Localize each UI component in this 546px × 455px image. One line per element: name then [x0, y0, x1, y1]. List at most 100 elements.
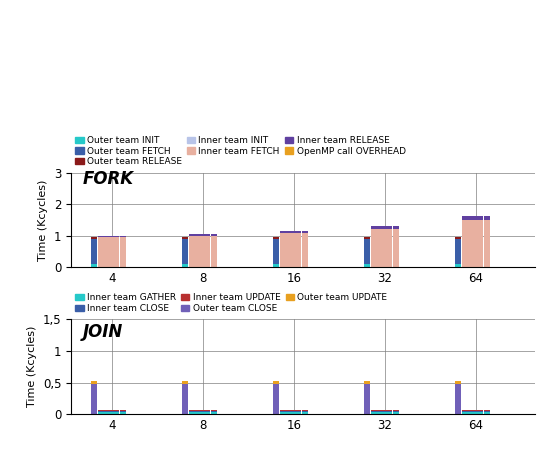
- Bar: [181, 239, 188, 264]
- Bar: [196, 234, 203, 236]
- Bar: [280, 233, 287, 267]
- Bar: [91, 237, 97, 239]
- Bar: [462, 220, 468, 267]
- Bar: [98, 412, 105, 414]
- Bar: [196, 236, 203, 267]
- Bar: [91, 264, 97, 268]
- Bar: [280, 231, 287, 233]
- Bar: [393, 267, 400, 268]
- Bar: [484, 267, 490, 268]
- Bar: [189, 267, 195, 268]
- Y-axis label: Time (Kcycles): Time (Kcycles): [27, 326, 37, 408]
- Bar: [476, 220, 483, 267]
- Bar: [301, 412, 308, 414]
- Bar: [120, 411, 127, 412]
- Bar: [105, 267, 112, 268]
- Bar: [454, 384, 461, 414]
- Bar: [91, 381, 97, 384]
- Bar: [272, 381, 280, 384]
- Bar: [211, 236, 217, 267]
- Bar: [462, 216, 468, 220]
- Bar: [469, 411, 476, 412]
- Bar: [112, 267, 119, 268]
- Bar: [393, 410, 400, 411]
- Bar: [105, 412, 112, 414]
- Bar: [287, 411, 294, 412]
- Bar: [469, 216, 476, 220]
- Bar: [301, 411, 308, 412]
- Bar: [454, 239, 461, 264]
- Bar: [196, 412, 203, 414]
- Bar: [105, 237, 112, 267]
- Bar: [393, 411, 400, 412]
- Bar: [203, 234, 210, 236]
- Bar: [469, 220, 476, 267]
- Bar: [181, 384, 188, 414]
- Bar: [476, 412, 483, 414]
- Bar: [211, 411, 217, 412]
- Bar: [196, 410, 203, 411]
- Bar: [378, 226, 385, 229]
- Bar: [371, 411, 378, 412]
- Bar: [385, 412, 392, 414]
- Bar: [211, 267, 217, 268]
- Bar: [301, 267, 308, 268]
- Bar: [476, 216, 483, 220]
- Bar: [272, 264, 280, 268]
- Bar: [211, 234, 217, 236]
- Bar: [378, 410, 385, 411]
- Bar: [294, 412, 301, 414]
- Bar: [196, 411, 203, 412]
- Bar: [385, 226, 392, 229]
- Bar: [294, 233, 301, 267]
- Bar: [364, 264, 370, 268]
- Bar: [476, 410, 483, 411]
- Bar: [181, 264, 188, 268]
- Bar: [287, 233, 294, 267]
- Bar: [91, 384, 97, 414]
- Bar: [112, 236, 119, 237]
- Bar: [484, 412, 490, 414]
- Bar: [476, 267, 483, 268]
- Bar: [280, 411, 287, 412]
- Bar: [272, 237, 280, 239]
- Bar: [112, 411, 119, 412]
- Bar: [454, 381, 461, 384]
- Bar: [371, 412, 378, 414]
- Bar: [484, 216, 490, 220]
- Bar: [393, 226, 400, 229]
- Bar: [393, 229, 400, 267]
- Bar: [287, 267, 294, 268]
- Bar: [484, 410, 490, 411]
- Bar: [181, 381, 188, 384]
- Bar: [189, 236, 195, 267]
- Bar: [364, 239, 370, 264]
- Bar: [469, 412, 476, 414]
- Bar: [378, 412, 385, 414]
- Bar: [120, 410, 127, 411]
- Bar: [364, 381, 370, 384]
- Bar: [211, 412, 217, 414]
- Bar: [385, 410, 392, 411]
- Bar: [98, 410, 105, 411]
- Bar: [385, 411, 392, 412]
- Text: JOIN: JOIN: [83, 323, 123, 341]
- Bar: [484, 220, 490, 267]
- Bar: [91, 239, 97, 264]
- Bar: [280, 267, 287, 268]
- Bar: [112, 237, 119, 267]
- Bar: [469, 267, 476, 268]
- Bar: [294, 410, 301, 411]
- Bar: [462, 411, 468, 412]
- Bar: [301, 233, 308, 267]
- Bar: [120, 267, 127, 268]
- Bar: [272, 239, 280, 264]
- Bar: [105, 411, 112, 412]
- Bar: [189, 410, 195, 411]
- Bar: [189, 411, 195, 412]
- Bar: [462, 410, 468, 411]
- Bar: [287, 231, 294, 233]
- Bar: [120, 237, 127, 267]
- Bar: [371, 229, 378, 267]
- Bar: [105, 236, 112, 237]
